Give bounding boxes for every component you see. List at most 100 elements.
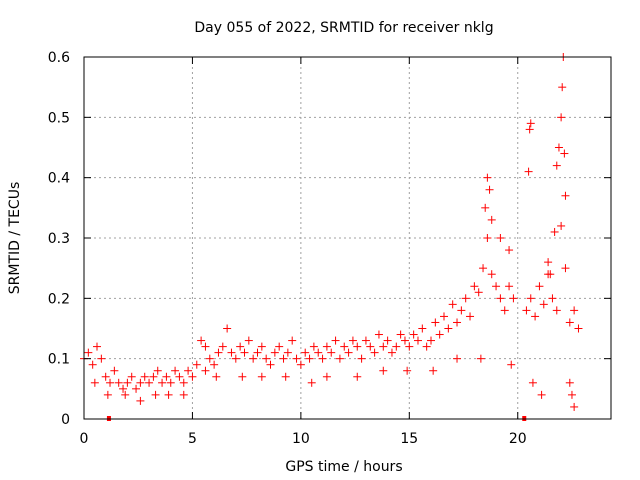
data-point [314, 348, 323, 357]
data-point [158, 378, 167, 387]
data-point [461, 294, 470, 303]
data-point [379, 366, 388, 375]
data-point [487, 270, 496, 279]
y-tick-label: 0 [61, 412, 70, 428]
data-point [435, 330, 444, 339]
data-point [114, 378, 123, 387]
data-point [121, 390, 130, 399]
data-point [525, 125, 534, 134]
data-point [413, 336, 422, 345]
data-point [270, 348, 279, 357]
x-tick-label: 15 [400, 431, 418, 447]
grid [84, 57, 611, 419]
data-point [570, 402, 579, 411]
data-point [149, 372, 158, 381]
data-point [466, 312, 475, 321]
y-axis-label: SRMTID / TECUs [7, 182, 23, 295]
data-point [103, 390, 112, 399]
data-point [457, 306, 466, 315]
data-point [453, 318, 462, 327]
data-point [550, 227, 559, 236]
data-point [123, 378, 132, 387]
x-tick-label: 20 [509, 431, 527, 447]
data-point [171, 366, 180, 375]
data-point [505, 282, 514, 291]
data-point [396, 330, 405, 339]
data-point [522, 306, 531, 315]
data-point [429, 366, 438, 375]
data-point [253, 348, 262, 357]
data-point [331, 336, 340, 345]
data-point [335, 354, 344, 363]
data-point [561, 191, 570, 200]
data-point [210, 360, 219, 369]
data-point [307, 378, 316, 387]
data-point [544, 258, 553, 267]
data-point [565, 378, 574, 387]
data-point [546, 270, 555, 279]
data-point [444, 324, 453, 333]
data-point [136, 378, 145, 387]
data-point [344, 348, 353, 357]
data-point [431, 318, 440, 327]
data-point [244, 336, 253, 345]
data-point [340, 342, 349, 351]
data-point [526, 119, 535, 128]
data-point [162, 372, 171, 381]
data-point [387, 348, 396, 357]
data-point [257, 342, 266, 351]
data-point [188, 372, 197, 381]
data-point [84, 348, 93, 357]
x-tick-label: 0 [80, 431, 89, 447]
data-point [509, 294, 518, 303]
data-point [288, 336, 297, 345]
plot-frame [83, 56, 612, 420]
data-point [403, 366, 412, 375]
data-point [140, 372, 149, 381]
data-point [570, 306, 579, 315]
data-point [554, 143, 563, 152]
data-point [283, 348, 292, 357]
data-point [322, 342, 331, 351]
data-point [275, 342, 284, 351]
data-point [483, 173, 492, 182]
data-point [197, 336, 206, 345]
data-point [90, 378, 99, 387]
y-tick-label: 0.3 [48, 231, 70, 247]
data-point [361, 336, 370, 345]
data-point [296, 360, 305, 369]
data-point [567, 390, 576, 399]
data-point [132, 384, 141, 393]
data-point [93, 342, 102, 351]
data-point [205, 354, 214, 363]
data-point [184, 366, 193, 375]
data-point [485, 185, 494, 194]
data-point [240, 348, 249, 357]
data-point [166, 378, 175, 387]
data-point [539, 300, 548, 309]
y-tick-label: 0.1 [48, 352, 70, 368]
data-point [281, 372, 290, 381]
data-point [301, 348, 310, 357]
data-point [227, 348, 236, 357]
data-point [496, 294, 505, 303]
data-point [426, 336, 435, 345]
data-point [496, 234, 505, 242]
data-point [505, 246, 514, 255]
data-point [348, 336, 357, 345]
data-point [483, 234, 492, 242]
y-tick-label: 0.5 [48, 110, 70, 126]
data-point [164, 390, 173, 399]
data-point [528, 378, 537, 387]
data-point [179, 390, 188, 399]
data-point [492, 282, 501, 291]
chart-title: Day 055 of 2022, SRMTID for receiver nkl… [194, 20, 493, 36]
data-point [192, 360, 201, 369]
data-point [145, 378, 154, 387]
data-point [524, 167, 533, 176]
data-points [80, 53, 583, 411]
data-point [440, 312, 449, 321]
data-point [558, 83, 567, 92]
data-point [548, 294, 557, 303]
